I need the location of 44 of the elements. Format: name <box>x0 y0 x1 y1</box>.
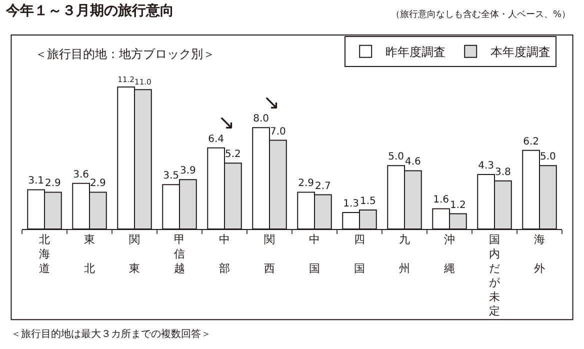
annotation: ↘ <box>218 110 235 134</box>
data-label: 3.5 <box>163 170 180 182</box>
text: ＜旅行目的地：地方ブロック別＞ <box>35 47 215 61</box>
category-label: 関東 <box>129 233 140 275</box>
data-label: 2.9 <box>90 178 106 190</box>
category-label: 九州 <box>399 233 410 275</box>
data-label: 7.0 <box>270 126 286 138</box>
data-label: 3.6 <box>73 169 90 180</box>
category-label: 関西 <box>264 233 275 275</box>
data-label: 2.7 <box>314 180 331 192</box>
data-label: 3.8 <box>494 166 511 178</box>
category-label: 四国 <box>354 233 365 275</box>
data-label: 1.2 <box>450 200 466 211</box>
category-label: 海外 <box>534 233 545 275</box>
data-label: 1.6 <box>433 194 450 206</box>
data-label: 8.0 <box>253 114 270 125</box>
data-label: 6.4 <box>208 134 224 145</box>
data-label: 2.9 <box>298 178 314 190</box>
x-tick-label: 北海道 <box>39 233 50 275</box>
data-label: 3.9 <box>180 166 196 177</box>
chart-subtitle: （旅行意向なしも含む全体・人ベース、%） <box>391 9 571 20</box>
category-label: 中部 <box>219 233 230 275</box>
text: ＜旅行目的地は最大３カ所までの複数回答＞ <box>11 328 211 340</box>
x-tick-label: 甲信越 <box>174 233 185 275</box>
chart-title: 今年１～３月期の旅行意向 <box>4 2 174 20</box>
data-label: 5.2 <box>224 149 241 160</box>
legend-label: 本年度調査 <box>490 45 551 59</box>
data-label: 6.2 <box>523 136 540 148</box>
data-label: 4.6 <box>404 156 421 168</box>
data-label: 5.0 <box>540 152 556 163</box>
category-label: 東北 <box>84 233 95 275</box>
data-label: 11.2 <box>118 74 135 84</box>
data-label: 4.3 <box>478 160 494 172</box>
data-label: 2.9 <box>44 178 61 190</box>
data-label: 11.0 <box>134 77 152 86</box>
annotation: ↘ <box>263 90 280 114</box>
data-label: 1.3 <box>343 198 360 210</box>
legend-label: 昨年度調査 <box>386 45 446 59</box>
data-label: 5.0 <box>388 152 404 163</box>
category-label: 中国 <box>309 233 320 275</box>
data-label: 1.5 <box>360 196 376 207</box>
category-label: 沖縄 <box>444 233 455 275</box>
x-tick-label: 国内だが未定 <box>489 233 501 318</box>
data-label: 3.1 <box>28 176 44 187</box>
